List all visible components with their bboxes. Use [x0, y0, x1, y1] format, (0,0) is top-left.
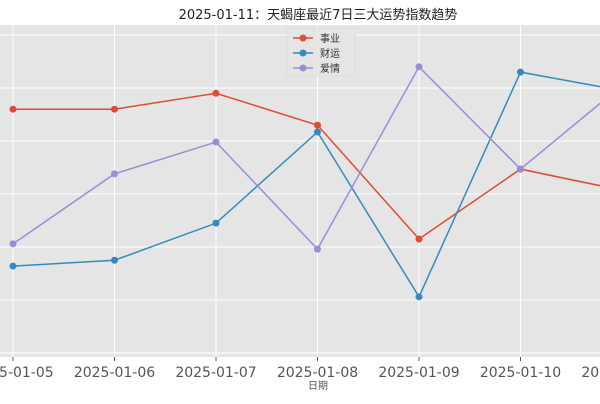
chart-title: 2025-01-11：天蝎座最近7日三大运势指数趋势: [179, 7, 458, 23]
data-point: [517, 166, 524, 173]
data-point: [314, 128, 321, 135]
data-point: [416, 293, 423, 300]
x-axis: 2025-01-05 2025-01-06 2025-01-07 2025-01-08…: [0, 357, 600, 381]
data-point: [10, 240, 17, 247]
legend-label: 财运: [320, 47, 340, 60]
x-tick-label: 2025-01-10: [480, 365, 561, 381]
x-tick-label: 2025-01-05: [0, 365, 54, 381]
x-tick-label: 2025-01-09: [378, 365, 459, 381]
data-point: [213, 90, 220, 97]
legend-label: 爱情: [320, 62, 340, 75]
legend-marker: [300, 65, 307, 72]
data-point: [213, 220, 220, 227]
legend-marker: [300, 35, 307, 42]
x-tick-label: 2025-01-08: [277, 365, 358, 381]
x-tick-label: 2025-01-06: [74, 365, 155, 381]
data-point: [111, 106, 118, 113]
data-point: [314, 122, 321, 129]
data-point: [10, 106, 17, 113]
data-point: [416, 236, 423, 243]
x-tick-label: 2025-01-07: [175, 365, 256, 381]
data-point: [416, 63, 423, 70]
data-point: [10, 263, 17, 270]
x-axis-label: 日期: [308, 380, 328, 392]
x-tick-label: 2025-01-11: [581, 365, 600, 381]
data-point: [111, 170, 118, 177]
data-point: [213, 139, 220, 146]
legend-marker: [300, 50, 307, 57]
legend-label: 事业: [320, 32, 340, 45]
data-point: [517, 69, 524, 76]
data-point: [314, 246, 321, 253]
data-point: [111, 257, 118, 264]
